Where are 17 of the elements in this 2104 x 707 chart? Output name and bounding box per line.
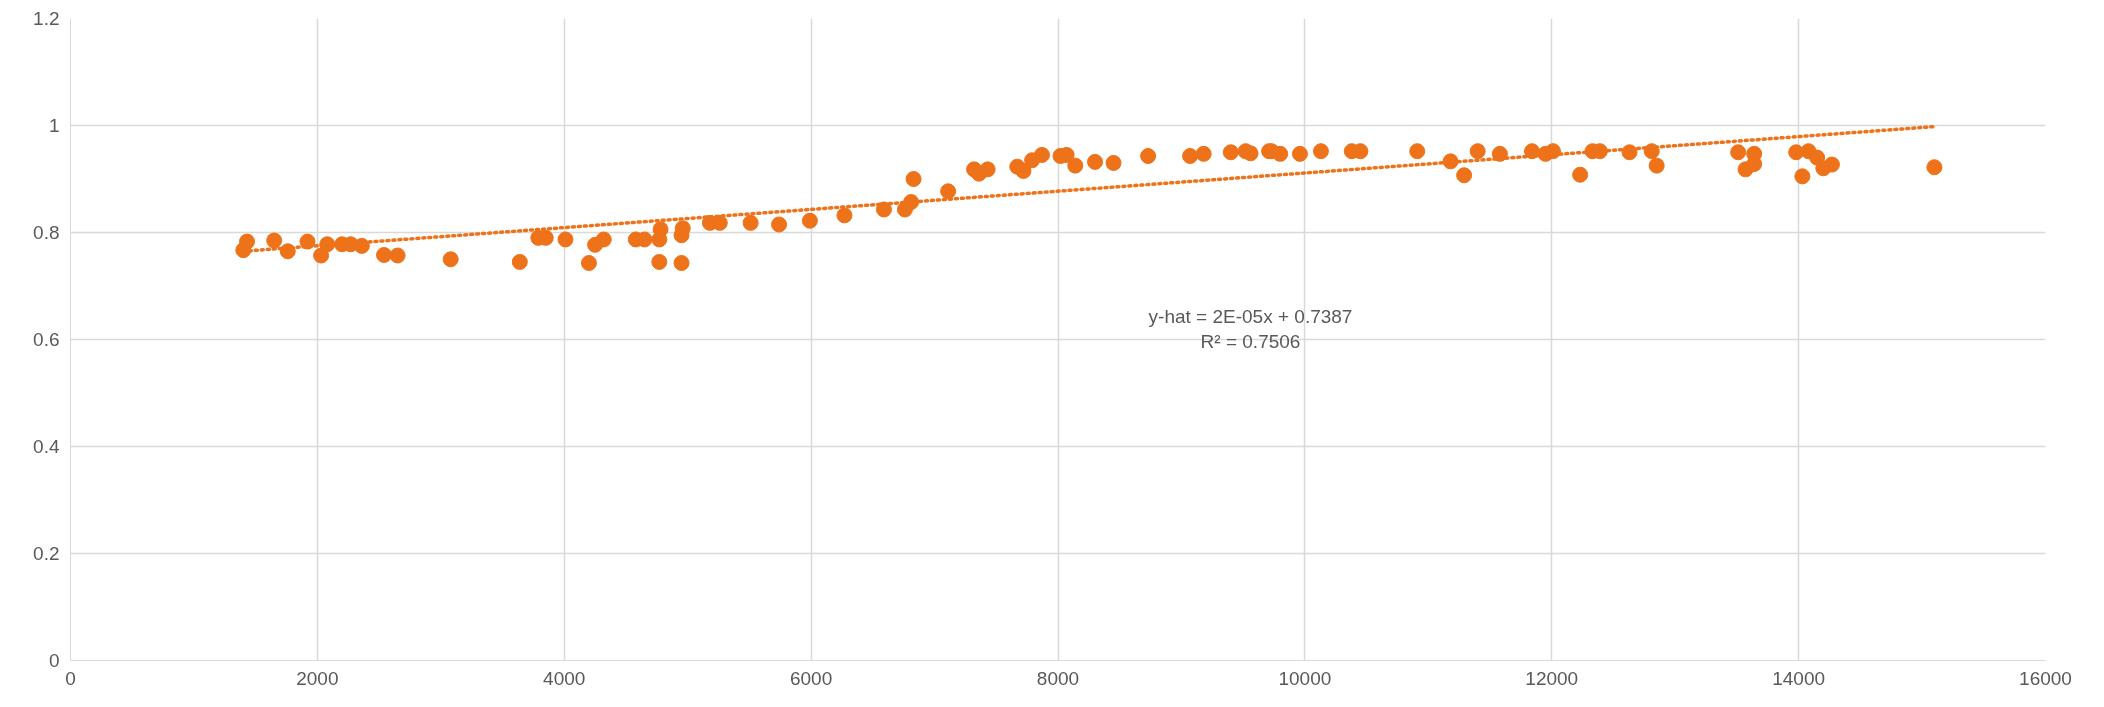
x-tick-label: 4000: [543, 667, 586, 689]
y-tick-label: 1: [48, 115, 60, 136]
y-tick-label: 0: [48, 650, 60, 671]
y-tick-label: 0.6: [33, 329, 60, 350]
x-tick-label: 10000: [1278, 667, 1332, 689]
x-tick-label: 12000: [1525, 667, 1579, 689]
x-tick-label: 2000: [296, 667, 339, 689]
x-tick-label: 0: [65, 667, 76, 689]
annotation: y-hat = 2E-05x + 0.7387 R² = 0.7506: [1148, 305, 1353, 352]
y-tick-label: 0.2: [33, 543, 60, 564]
x-tick-label: 6000: [789, 667, 833, 689]
x-tick-label: 8000: [1036, 667, 1080, 689]
y-tick-label: 0.8: [33, 222, 60, 243]
x-tick-label: 14000: [1772, 667, 1826, 689]
y-tick-label: 1.2: [33, 8, 60, 29]
x-tick-label: 16000: [2019, 667, 2072, 689]
y-tick-label: 0.4: [33, 436, 60, 457]
